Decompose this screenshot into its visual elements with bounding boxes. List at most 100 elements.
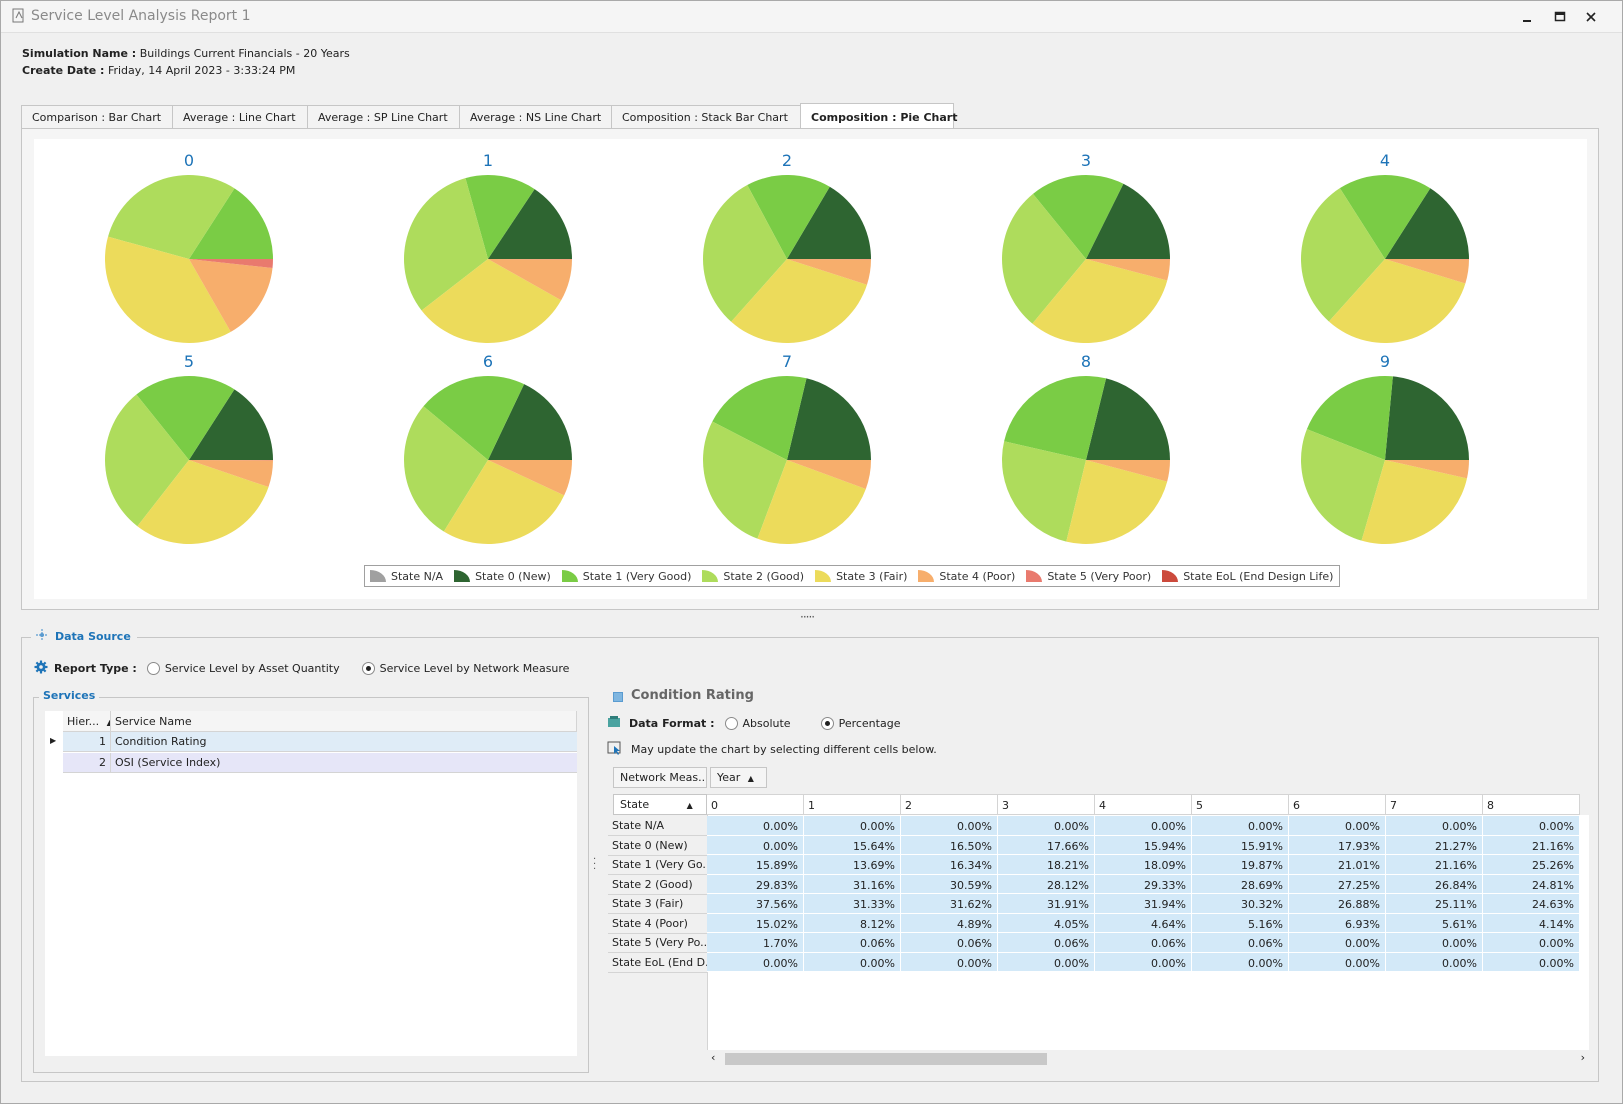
grid-cell[interactable]: 0.00% [804,952,901,972]
pie-slice[interactable] [787,378,871,460]
grid-cell[interactable]: 17.66% [998,835,1095,855]
hier-column-header[interactable]: Hier... ▲ [63,711,111,732]
pie-slice[interactable] [712,376,807,460]
pie-slice[interactable] [1385,188,1469,259]
pie-slice[interactable] [1385,259,1469,284]
grid-cell[interactable]: 18.09% [1095,855,1192,875]
year-column-header[interactable]: 6 [1289,794,1386,815]
grid-cell[interactable]: 0.00% [707,952,804,972]
pie-slice[interactable] [465,175,535,259]
state-row-header[interactable]: State 5 (Very Po... [608,933,707,953]
pie-slice[interactable] [747,175,830,259]
state-row-header[interactable]: State N/A [608,816,707,836]
state-row-header[interactable]: State EoL (End D... [608,953,707,973]
pie-slice[interactable] [787,259,871,285]
pie-slice[interactable] [787,186,871,259]
tab-composition-stack-bar[interactable]: Composition : Stack Bar Chart [611,105,801,128]
pie-slice[interactable] [1086,378,1170,460]
pie-slice[interactable] [189,259,273,268]
pie-charts[interactable]: 0 1 2 3 4 5 6 7 8 9 [34,139,1587,599]
percentage-radio[interactable] [820,717,834,730]
grid-cell[interactable]: 31.94% [1095,894,1192,914]
pie-slice[interactable] [105,236,231,343]
pie-slice[interactable] [787,460,871,490]
absolute-option[interactable]: Absolute [724,717,791,730]
pie-slice[interactable] [1086,460,1170,482]
grid-cell[interactable]: 31.33% [804,894,901,914]
pie-0[interactable]: 0 [105,151,273,343]
grid-cell[interactable]: 29.83% [707,874,804,894]
legend-item[interactable]: State 3 (Fair) [814,569,907,583]
pie-slice[interactable] [757,460,866,544]
report-type-network-option[interactable]: Service Level by Network Measure [361,662,569,675]
pie-slice[interactable] [488,384,572,460]
pie-9[interactable]: 9 [1301,352,1469,544]
tab-composition-pie[interactable]: Composition : Pie Chart [800,103,957,128]
pie-slice[interactable] [189,460,273,488]
pie-slice[interactable] [421,259,562,343]
grid-cell[interactable]: 26.84% [1386,874,1483,894]
grid-cell[interactable]: 15.64% [804,835,901,855]
grid-cell[interactable]: 0.00% [998,816,1095,836]
pie-slice[interactable] [1032,259,1168,343]
grid-cell[interactable]: 17.93% [1289,835,1386,855]
grid-cell[interactable]: 0.00% [707,816,804,836]
pie-slice[interactable] [137,460,269,544]
grid-cell[interactable]: 21.27% [1386,835,1483,855]
grid-cell[interactable]: 0.00% [1483,816,1580,836]
grid-cell[interactable]: 0.00% [1289,952,1386,972]
legend-item[interactable]: State 5 (Very Poor) [1025,569,1151,583]
grid-cell[interactable]: 4.64% [1095,913,1192,933]
grid-cell[interactable]: 0.06% [998,933,1095,953]
pie-3[interactable]: 3 [1002,151,1170,343]
tab-average-ns-line[interactable]: Average : NS Line Chart [459,105,612,128]
grid-cell[interactable]: 4.05% [998,913,1095,933]
year-column-header[interactable]: 1 [804,794,901,815]
year-column-header[interactable]: 2 [901,794,998,815]
pie-7[interactable]: 7 [703,352,871,544]
scrollbar-thumb[interactable] [725,1053,1047,1065]
service-row[interactable]: 1 Condition Rating [63,732,577,752]
splitter-handle[interactable]: ····· [800,610,815,624]
close-icon[interactable] [1579,7,1603,27]
scroll-right-icon[interactable]: › [1580,1051,1585,1064]
pie-slice[interactable] [1385,460,1469,479]
pie-slice[interactable] [731,259,867,343]
grid-cell[interactable]: 27.25% [1289,874,1386,894]
pie-slice[interactable] [1301,429,1385,541]
tab-average-line[interactable]: Average : Line Chart [172,105,308,128]
grid-cell[interactable]: 4.89% [901,913,998,933]
pie-6[interactable]: 6 [403,352,572,544]
state-row-header[interactable]: State 3 (Fair) [608,894,707,914]
pie-slice[interactable] [1004,376,1107,460]
grid-cell[interactable]: 1.70% [707,933,804,953]
grid-cell[interactable]: 31.16% [804,874,901,894]
grid-cell[interactable]: 0.00% [1192,816,1289,836]
maximize-icon[interactable] [1548,7,1572,27]
pie-slice[interactable] [1086,259,1170,281]
pie-slice[interactable] [189,259,273,332]
pie-slice[interactable] [136,376,235,460]
state-row-header[interactable]: State 4 (Poor) [608,914,707,934]
grid-cell[interactable]: 18.21% [998,855,1095,875]
grid-cell[interactable]: 26.88% [1289,894,1386,914]
grid-cell[interactable]: 15.94% [1095,835,1192,855]
grid-cell[interactable]: 0.06% [1192,933,1289,953]
quantity-radio[interactable] [146,662,160,675]
state-row-header[interactable]: State 1 (Very Go... [608,855,707,875]
grid-cell[interactable]: 30.32% [1192,894,1289,914]
pie-slice[interactable] [1002,193,1086,324]
horizontal-scrollbar[interactable]: ‹ › [707,1050,1589,1066]
grid-cell[interactable]: 6.93% [1289,913,1386,933]
pie-5[interactable]: 5 [104,352,273,544]
year-column-header[interactable]: 5 [1192,794,1289,815]
pie-slice[interactable] [1361,460,1467,544]
pie-slice[interactable] [104,394,189,527]
grid-cell[interactable]: 15.89% [707,855,804,875]
report-type-quantity-option[interactable]: Service Level by Asset Quantity [146,662,340,675]
pie-slice[interactable] [1002,441,1086,542]
grid-cell[interactable]: 37.56% [707,894,804,914]
grid-cell[interactable]: 0.00% [1192,952,1289,972]
grid-cell[interactable]: 0.00% [1289,816,1386,836]
grid-cell[interactable]: 5.16% [1192,913,1289,933]
